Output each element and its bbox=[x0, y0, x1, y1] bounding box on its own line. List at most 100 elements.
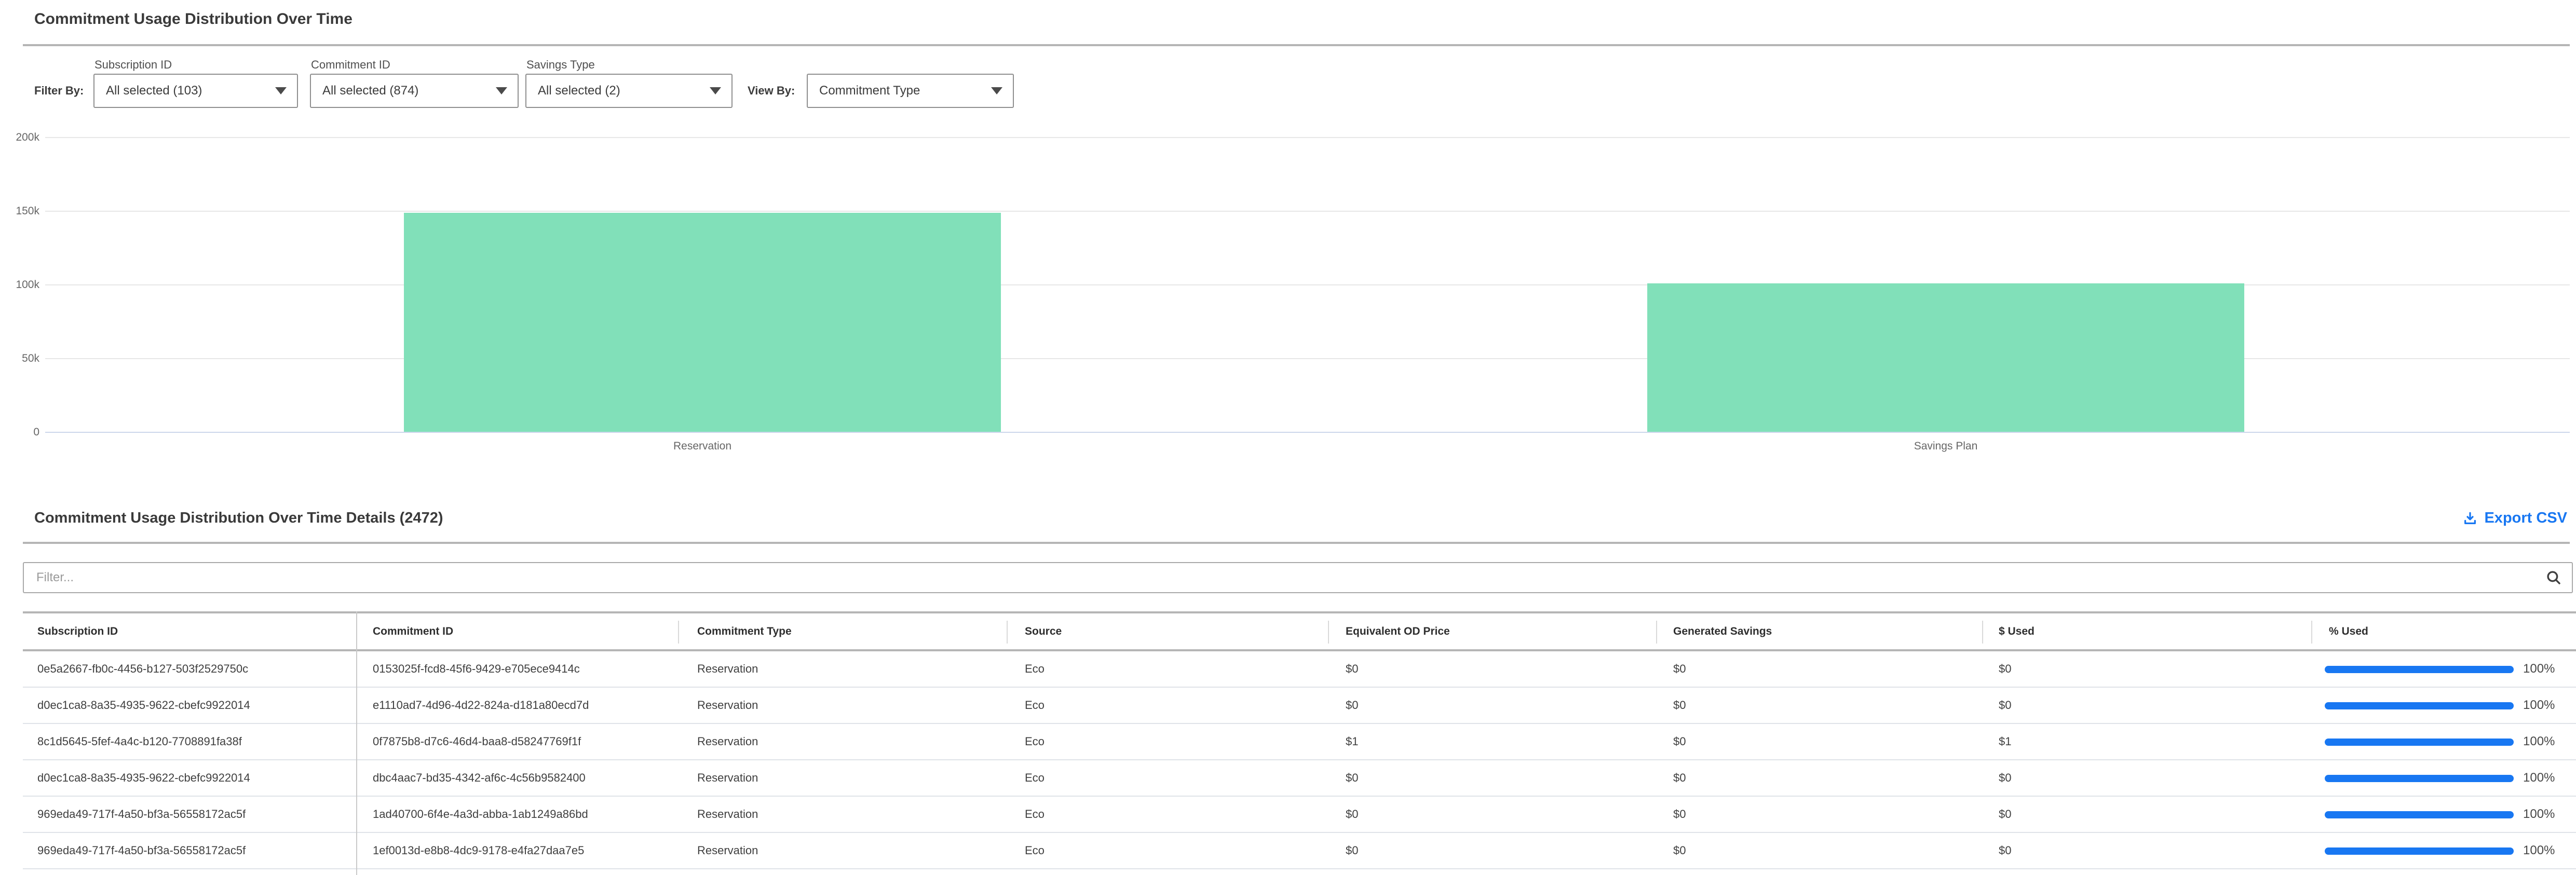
table-cell: $0 bbox=[1999, 662, 2012, 675]
caret-down-icon bbox=[496, 87, 507, 94]
table-cell: 1ad40700-6f4e-4a3d-abba-1ab1249a86bd bbox=[373, 808, 588, 821]
table-cell: 969eda49-717f-4a50-bf3a-56558172ac5f bbox=[37, 808, 246, 821]
column-separator bbox=[678, 621, 679, 644]
table-cell: d0ec1ca8-8a35-4935-9622-cbefc9922014 bbox=[37, 699, 250, 712]
percent-used-value: 100% bbox=[2523, 734, 2555, 748]
export-csv-button[interactable]: Export CSV bbox=[2462, 510, 2567, 527]
table-row: d0ec1ca8-8a35-4935-9622-cbefc9922014 dbc4… bbox=[23, 760, 2576, 797]
table-filter-input[interactable] bbox=[24, 570, 2531, 585]
table-cell: Reservation bbox=[697, 808, 758, 821]
table-cell: $1 bbox=[1346, 735, 1359, 748]
details-section-title: Commitment Usage Distribution Over Time … bbox=[34, 510, 443, 526]
view-by-dropdown[interactable]: Commitment Type bbox=[807, 74, 1014, 108]
details-table: Subscription ID Commitment ID Commitment T… bbox=[23, 611, 2576, 875]
table-cell: $0 bbox=[1673, 771, 1686, 784]
subscription-id-dropdown-value: All selected (103) bbox=[106, 84, 202, 98]
table-cell: $0 bbox=[1346, 699, 1359, 712]
table-cell: Eco bbox=[1025, 808, 1045, 821]
table-cell: e1110ad7-4d96-4d22-824a-d181a80ecd7d bbox=[373, 699, 589, 712]
percent-used-progress-bar bbox=[2325, 666, 2514, 673]
percent-used-value: 100% bbox=[2523, 771, 2555, 785]
table-cell: $0 bbox=[1673, 808, 1686, 821]
percent-used-progress-bar bbox=[2325, 775, 2514, 782]
column-header-commitment-id[interactable]: Commitment ID bbox=[373, 625, 454, 637]
column-header-subscription-id[interactable]: Subscription ID bbox=[37, 625, 118, 637]
download-icon bbox=[2462, 511, 2478, 526]
chart-gridline bbox=[45, 137, 2570, 138]
column-header--used[interactable]: $ Used bbox=[1999, 625, 2035, 637]
commitment-id-label: Commitment ID bbox=[311, 58, 390, 71]
x-axis-category-label: Reservation bbox=[673, 440, 732, 452]
column-separator bbox=[2311, 621, 2312, 644]
filter-by-label: Filter By: bbox=[34, 84, 84, 97]
percent-used-value: 100% bbox=[2523, 843, 2555, 857]
table-header-row: Subscription ID Commitment ID Commitment T… bbox=[23, 611, 2576, 651]
y-axis-tick-label: 0 bbox=[33, 426, 39, 438]
table-cell: 969eda49-717f-4a50-bf3a-56558172ac5f bbox=[37, 844, 246, 857]
table-filter-container bbox=[23, 562, 2573, 593]
percent-used-value: 100% bbox=[2523, 698, 2555, 712]
percent-used-value: 100% bbox=[2523, 662, 2555, 676]
search-icon bbox=[2531, 569, 2572, 586]
chart-gridline bbox=[45, 211, 2570, 212]
table-row: 969eda49-717f-4a50-bf3a-56558172ac5f 1ad4… bbox=[23, 797, 2576, 833]
table-cell: Eco bbox=[1025, 699, 1045, 712]
caret-down-icon bbox=[275, 87, 287, 94]
table-cell: Reservation bbox=[697, 699, 758, 712]
column-header-generated-savings[interactable]: Generated Savings bbox=[1673, 625, 1772, 637]
table-cell: $0 bbox=[1999, 844, 2012, 857]
table-cell: 0153025f-fcd8-45f6-9429-e705ece9414c bbox=[373, 662, 580, 675]
usage-bar-chart: 0 50k 100k 150k 200k Reservation Savings Plan bbox=[0, 125, 2576, 467]
caret-down-icon bbox=[991, 87, 1002, 94]
table-cell: 0f7875b8-d7c6-46d4-baa8-d58247769f1f bbox=[373, 735, 581, 748]
table-cell: $0 bbox=[1673, 844, 1686, 857]
view-by-dropdown-value: Commitment Type bbox=[819, 84, 920, 98]
savings-type-dropdown-value: All selected (2) bbox=[538, 84, 620, 98]
column-header-commitment-type[interactable]: Commitment Type bbox=[697, 625, 792, 637]
x-axis-line bbox=[45, 432, 2570, 433]
table-cell: $0 bbox=[1999, 808, 2012, 821]
table-cell: $0 bbox=[1346, 662, 1359, 675]
table-cell: Eco bbox=[1025, 735, 1045, 748]
subscription-id-label: Subscription ID bbox=[94, 58, 172, 71]
table-cell: $0 bbox=[1999, 771, 2012, 784]
table-row: 8c1d5645-5fef-4a4c-b120-7708891fa38f 0f78… bbox=[23, 724, 2576, 760]
commitment-id-dropdown-value: All selected (874) bbox=[322, 84, 419, 98]
table-row: 0e5a2667-fb0c-4456-b127-503f2529750c 0153… bbox=[23, 651, 2576, 688]
column-header--used[interactable]: % Used bbox=[2329, 625, 2368, 637]
commitment-id-dropdown[interactable]: All selected (874) bbox=[310, 74, 519, 108]
table-cell: d0ec1ca8-8a35-4935-9622-cbefc9922014 bbox=[37, 771, 250, 784]
table-cell: Reservation bbox=[697, 844, 758, 857]
percent-used-progress-bar bbox=[2325, 811, 2514, 818]
table-cell: Reservation bbox=[697, 735, 758, 748]
savings-type-label: Savings Type bbox=[526, 58, 595, 71]
y-axis-tick-label: 150k bbox=[16, 205, 39, 217]
table-cell: Eco bbox=[1025, 662, 1045, 675]
percent-used-progress-bar bbox=[2325, 847, 2514, 855]
table-cell: $0 bbox=[1673, 662, 1686, 675]
y-axis-tick-label: 200k bbox=[16, 131, 39, 143]
table-cell: Reservation bbox=[697, 662, 758, 675]
page-title: Commitment Usage Distribution Over Time bbox=[34, 10, 352, 28]
column-separator bbox=[1328, 621, 1329, 644]
table-cell: $0 bbox=[1999, 699, 2012, 712]
subscription-id-dropdown[interactable]: All selected (103) bbox=[93, 74, 298, 108]
table-cell: $1 bbox=[1999, 735, 2012, 748]
table-cell: Eco bbox=[1025, 844, 1045, 857]
view-by-label: View By: bbox=[748, 84, 795, 97]
table-row: 969eda49-717f-4a50-bf3a-56558172ac5f 1ef0… bbox=[23, 833, 2576, 869]
x-axis-category-label: Savings Plan bbox=[1914, 440, 1978, 452]
table-cell: 0e5a2667-fb0c-4456-b127-503f2529750c bbox=[37, 662, 249, 675]
chart-gridline bbox=[45, 358, 2570, 359]
table-cell: Eco bbox=[1025, 771, 1045, 784]
chart-bar-savings-plan bbox=[1647, 283, 2244, 432]
percent-used-progress-bar bbox=[2325, 739, 2514, 746]
savings-type-dropdown[interactable]: All selected (2) bbox=[525, 74, 733, 108]
table-cell: $0 bbox=[1346, 808, 1359, 821]
percent-used-progress-bar bbox=[2325, 702, 2514, 709]
y-axis-tick-label: 50k bbox=[22, 352, 39, 364]
column-separator bbox=[1982, 621, 1983, 644]
column-header-source[interactable]: Source bbox=[1025, 625, 1062, 637]
chart-bar-reservation bbox=[404, 213, 1001, 432]
column-header-equivalent-od-price[interactable]: Equivalent OD Price bbox=[1346, 625, 1450, 637]
